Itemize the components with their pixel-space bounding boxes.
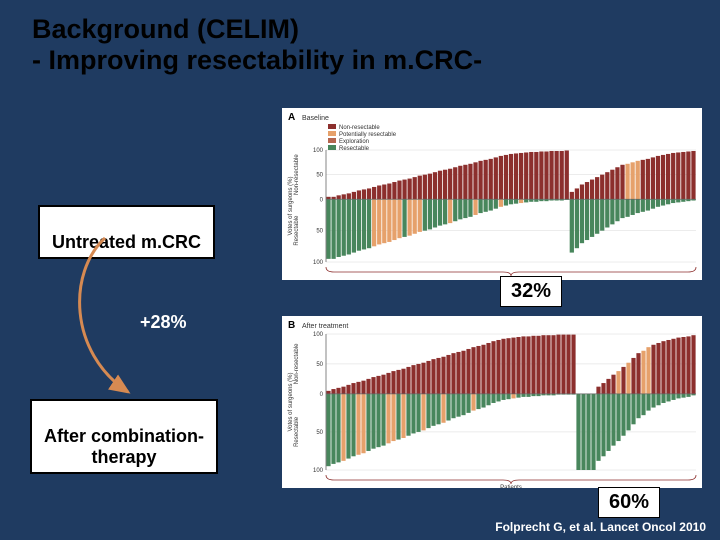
after-therapy-label-box: After combination- therapy (30, 399, 218, 474)
svg-text:Non-resectable: Non-resectable (294, 154, 300, 195)
svg-text:50: 50 (316, 430, 323, 436)
svg-text:After treatment: After treatment (302, 323, 348, 330)
slide: Background (CELIM) - Improving resectabi… (0, 0, 720, 540)
svg-text:B: B (288, 320, 295, 331)
percent-32-box: 32% (500, 276, 562, 307)
svg-text:Non-resectable: Non-resectable (339, 125, 380, 131)
untreated-label-box: Untreated m.CRC (38, 205, 215, 259)
svg-text:50: 50 (316, 229, 323, 235)
svg-text:Baseline: Baseline (302, 115, 329, 122)
plus-28-label: +28% (140, 312, 187, 333)
untreated-label: Untreated m.CRC (52, 232, 201, 252)
svg-text:100: 100 (313, 260, 324, 266)
svg-text:100: 100 (313, 148, 324, 154)
citation-text: Folprecht G, et al. Lancet Oncol 2010 (495, 520, 706, 534)
svg-text:Resectable: Resectable (294, 416, 300, 447)
svg-text:A: A (288, 112, 295, 123)
svg-text:50: 50 (316, 362, 323, 368)
chart-baseline: 10050050100Votes of surgeons (%)Non-rese… (282, 108, 702, 280)
plus-28-text: +28% (140, 312, 187, 332)
title-line1: Background (CELIM) (32, 14, 688, 45)
slide-title: Background (CELIM) - Improving resectabi… (32, 14, 688, 76)
svg-text:Non-resectable: Non-resectable (294, 343, 300, 384)
svg-text:100: 100 (313, 468, 324, 474)
after-therapy-label: After combination- therapy (44, 426, 204, 467)
svg-text:Patients: Patients (500, 485, 522, 488)
svg-text:Potentially resectable: Potentially resectable (339, 132, 397, 138)
percent-60-box: 60% (598, 487, 660, 518)
percent-60-text: 60% (609, 491, 649, 513)
svg-text:Exploration: Exploration (339, 139, 369, 145)
percent-32-text: 32% (511, 280, 551, 302)
svg-text:Resectable: Resectable (339, 146, 370, 152)
svg-text:100: 100 (313, 332, 324, 338)
chart-after-treatment: 10050050100Votes of surgeons (%)Non-rese… (282, 316, 702, 488)
svg-text:Resectable: Resectable (294, 215, 300, 246)
citation: Folprecht G, et al. Lancet Oncol 2010 (495, 520, 706, 534)
svg-text:50: 50 (316, 173, 323, 179)
title-line2: - Improving resectability in m.CRC- (32, 45, 688, 76)
